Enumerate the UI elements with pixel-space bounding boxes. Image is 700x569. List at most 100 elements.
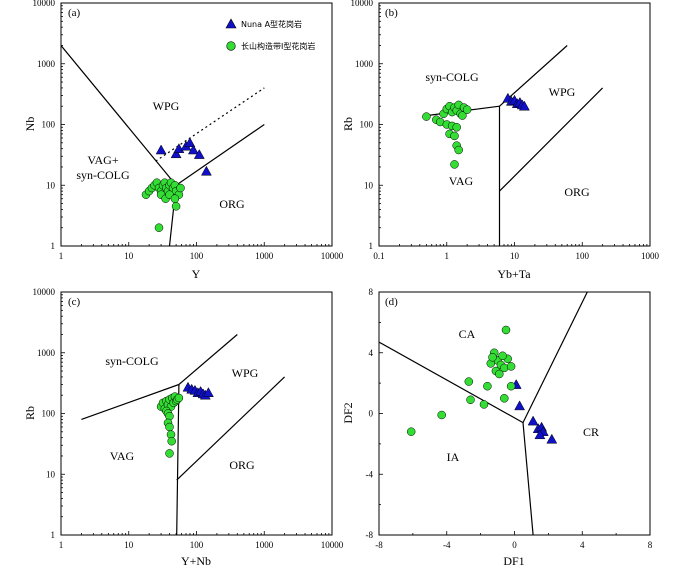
- changshan-i-granite-point: [495, 369, 504, 379]
- legend-changshan-i: 长山构造带I型花岗岩: [241, 41, 315, 51]
- y-tick-label-b: 10000: [351, 0, 374, 8]
- changshan-i-granite-point: [170, 194, 180, 203]
- y-tick-label-c: 1: [51, 530, 56, 540]
- y-tick-label-a: 1000: [37, 59, 56, 69]
- boundary-line-d: [522, 292, 588, 423]
- boundary-line-c: [176, 384, 180, 535]
- nuna-a-granite-point: [184, 137, 196, 148]
- panel-c-rb-ynb: 1 10 100 1000 10000 1 10 100 1000 10000 (c) syn-C…: [23, 287, 344, 568]
- x-tick-label-a: 10: [124, 251, 134, 261]
- boundary-line-d: [522, 422, 534, 535]
- changshan-i-granite-point: [501, 325, 511, 335]
- y-tick-label-a: 10000: [33, 0, 56, 8]
- boundary-line-c: [178, 334, 238, 385]
- y-tick-label-b: 1: [369, 241, 374, 251]
- boundary-line-b: [499, 87, 604, 192]
- changshan-i-granite-point: [464, 377, 474, 386]
- y-tick-label-c: 10000: [33, 287, 56, 297]
- boundary-line-a: [61, 45, 177, 186]
- y-axis-label-c: Rb: [23, 406, 37, 420]
- nuna-a-granite-point: [155, 144, 167, 155]
- changshan-i-granite-point: [176, 183, 185, 193]
- nuna-a-granite-point: [187, 144, 199, 155]
- x-tick-label-d: -4: [443, 540, 451, 550]
- field-org-a: ORG: [219, 197, 245, 211]
- x-axis-label-c: Y+Nb: [181, 554, 211, 568]
- nuna-a-granite-point: [514, 400, 526, 411]
- y-tick-label-a: 1: [51, 241, 56, 251]
- field-ca-d: CA: [459, 327, 476, 341]
- field-syncolg-a: syn-COLG: [76, 168, 130, 182]
- changshan-i-granite-point: [171, 202, 181, 211]
- y-axis-label-d: DF2: [341, 402, 355, 423]
- x-tick-label-b: 1000: [641, 251, 660, 261]
- nuna-a-granite-point: [518, 100, 530, 111]
- field-cr-d: CR: [583, 425, 599, 439]
- x-tick-label-a: 100: [190, 251, 204, 261]
- changshan-i-granite-point: [437, 410, 446, 420]
- x-tick-label-d: 0: [512, 540, 517, 550]
- y-tick-label-d: 4: [369, 348, 374, 358]
- panel-d-label: (d): [385, 296, 398, 308]
- x-axis-label-a: Y: [192, 267, 201, 281]
- field-ia-d: IA: [447, 450, 460, 464]
- y-axis-label-b: Rb: [341, 117, 355, 131]
- y-tick-label-b: 1000: [355, 59, 374, 69]
- y-tick-label-c: 10: [46, 469, 56, 479]
- changshan-i-granite-point: [500, 394, 509, 403]
- y-tick-label-c: 100: [42, 409, 56, 419]
- y-tick-label-a: 10: [46, 180, 56, 190]
- panel-b-label: (b): [385, 7, 398, 19]
- changshan-i-granite-point: [458, 111, 467, 120]
- x-tick-label-d: 8: [648, 540, 653, 550]
- x-tick-label-d: 4: [580, 540, 585, 550]
- legend: Nuna A型花岗岩 长山构造带I型花岗岩: [225, 18, 315, 51]
- x-tick-label-c: 10000: [321, 540, 344, 550]
- y-tick-label-d: 8: [369, 287, 374, 297]
- panel-a-label: (a): [68, 7, 81, 19]
- panel-b-frame: [378, 2, 651, 247]
- changshan-i-granite-point: [165, 422, 174, 432]
- legend-triangle-marker: [225, 18, 237, 29]
- changshan-i-granite-point: [422, 112, 431, 121]
- y-axis-label-a: Nb: [23, 117, 37, 132]
- nuna-a-granite-point: [534, 429, 546, 440]
- field-syncolg-b: syn-COLG: [425, 70, 479, 84]
- changshan-i-granite-point: [506, 381, 516, 391]
- field-org-c: ORG: [229, 458, 255, 472]
- y-tick-label-a: 100: [42, 120, 56, 130]
- changshan-i-granite-point: [452, 123, 461, 132]
- changshan-i-granite-point: [450, 160, 459, 169]
- y-tick-label-c: 1000: [37, 348, 56, 358]
- x-tick-label-a: 10000: [321, 251, 344, 261]
- changshan-i-granite-point: [406, 427, 416, 436]
- boundary-line-b: [499, 45, 568, 107]
- changshan-i-granite-point: [167, 436, 176, 446]
- changshan-i-granite-point: [483, 381, 492, 391]
- changshan-i-granite-point: [454, 145, 463, 155]
- changshan-i-granite-point: [506, 362, 516, 371]
- changshan-i-granite-point: [488, 353, 497, 362]
- changshan-i-granite-point: [498, 351, 507, 361]
- changshan-i-granite-point: [165, 449, 174, 458]
- changshan-i-granite-point: [466, 395, 475, 405]
- changshan-i-granite-point: [450, 131, 459, 141]
- panel-a-nb-y: 1 10 100 1000 10000 1 10 100 1000 10000 (a) WPG V…: [23, 0, 344, 281]
- panel-a-frame: [60, 2, 333, 247]
- field-syncolg-c: syn-COLG: [105, 354, 159, 368]
- legend-nuna-a: Nuna A型花岗岩: [241, 19, 302, 29]
- field-vag-a: VAG+: [87, 153, 118, 167]
- x-tick-label-c: 10: [124, 540, 134, 550]
- field-wpg-c: WPG: [232, 366, 259, 380]
- legend-circle-marker: [226, 41, 236, 51]
- boundary-line-c: [176, 376, 286, 481]
- boundary-line-a: [155, 87, 265, 162]
- x-tick-label-b: 100: [576, 251, 590, 261]
- nuna-a-granite-point: [193, 149, 205, 159]
- panel-d-frame: [378, 291, 651, 536]
- boundary-line-c: [81, 383, 180, 420]
- panel-c-frame: [60, 291, 333, 536]
- nuna-a-granite-point: [200, 165, 212, 176]
- y-tick-label-b: 100: [360, 120, 374, 130]
